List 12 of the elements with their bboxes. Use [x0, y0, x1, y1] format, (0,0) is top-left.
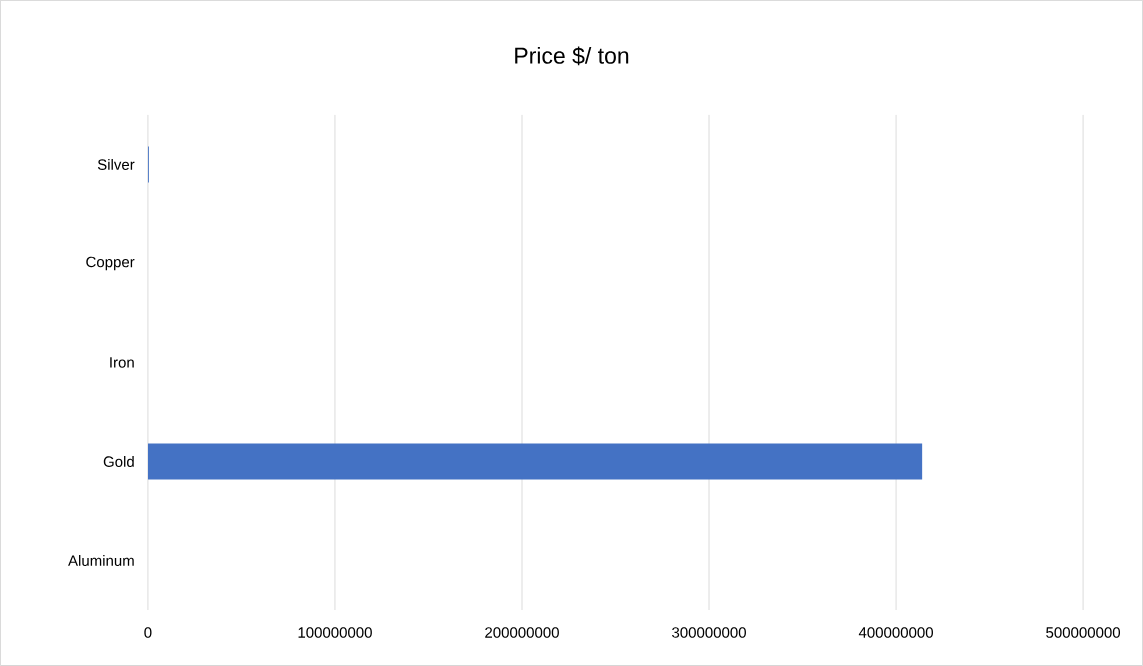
x-tick-label: 400000000: [858, 627, 933, 638]
y-tick-label: Iron: [110, 357, 134, 368]
y-tick-label: Silver: [97, 158, 135, 170]
y-tick-label: Aluminum: [68, 555, 134, 567]
x-tick-label: 100000000: [298, 627, 372, 638]
y-tick-label: Gold: [103, 456, 134, 468]
x-tick-label: 500000000: [1046, 627, 1121, 638]
chart-title: Price $/ ton: [515, 46, 629, 66]
x-tick-label: 200000000: [485, 627, 559, 638]
x-tick-label: 0: [144, 627, 152, 638]
y-tick-label: Copper: [86, 256, 135, 271]
x-tick-label: 300000000: [672, 627, 746, 638]
